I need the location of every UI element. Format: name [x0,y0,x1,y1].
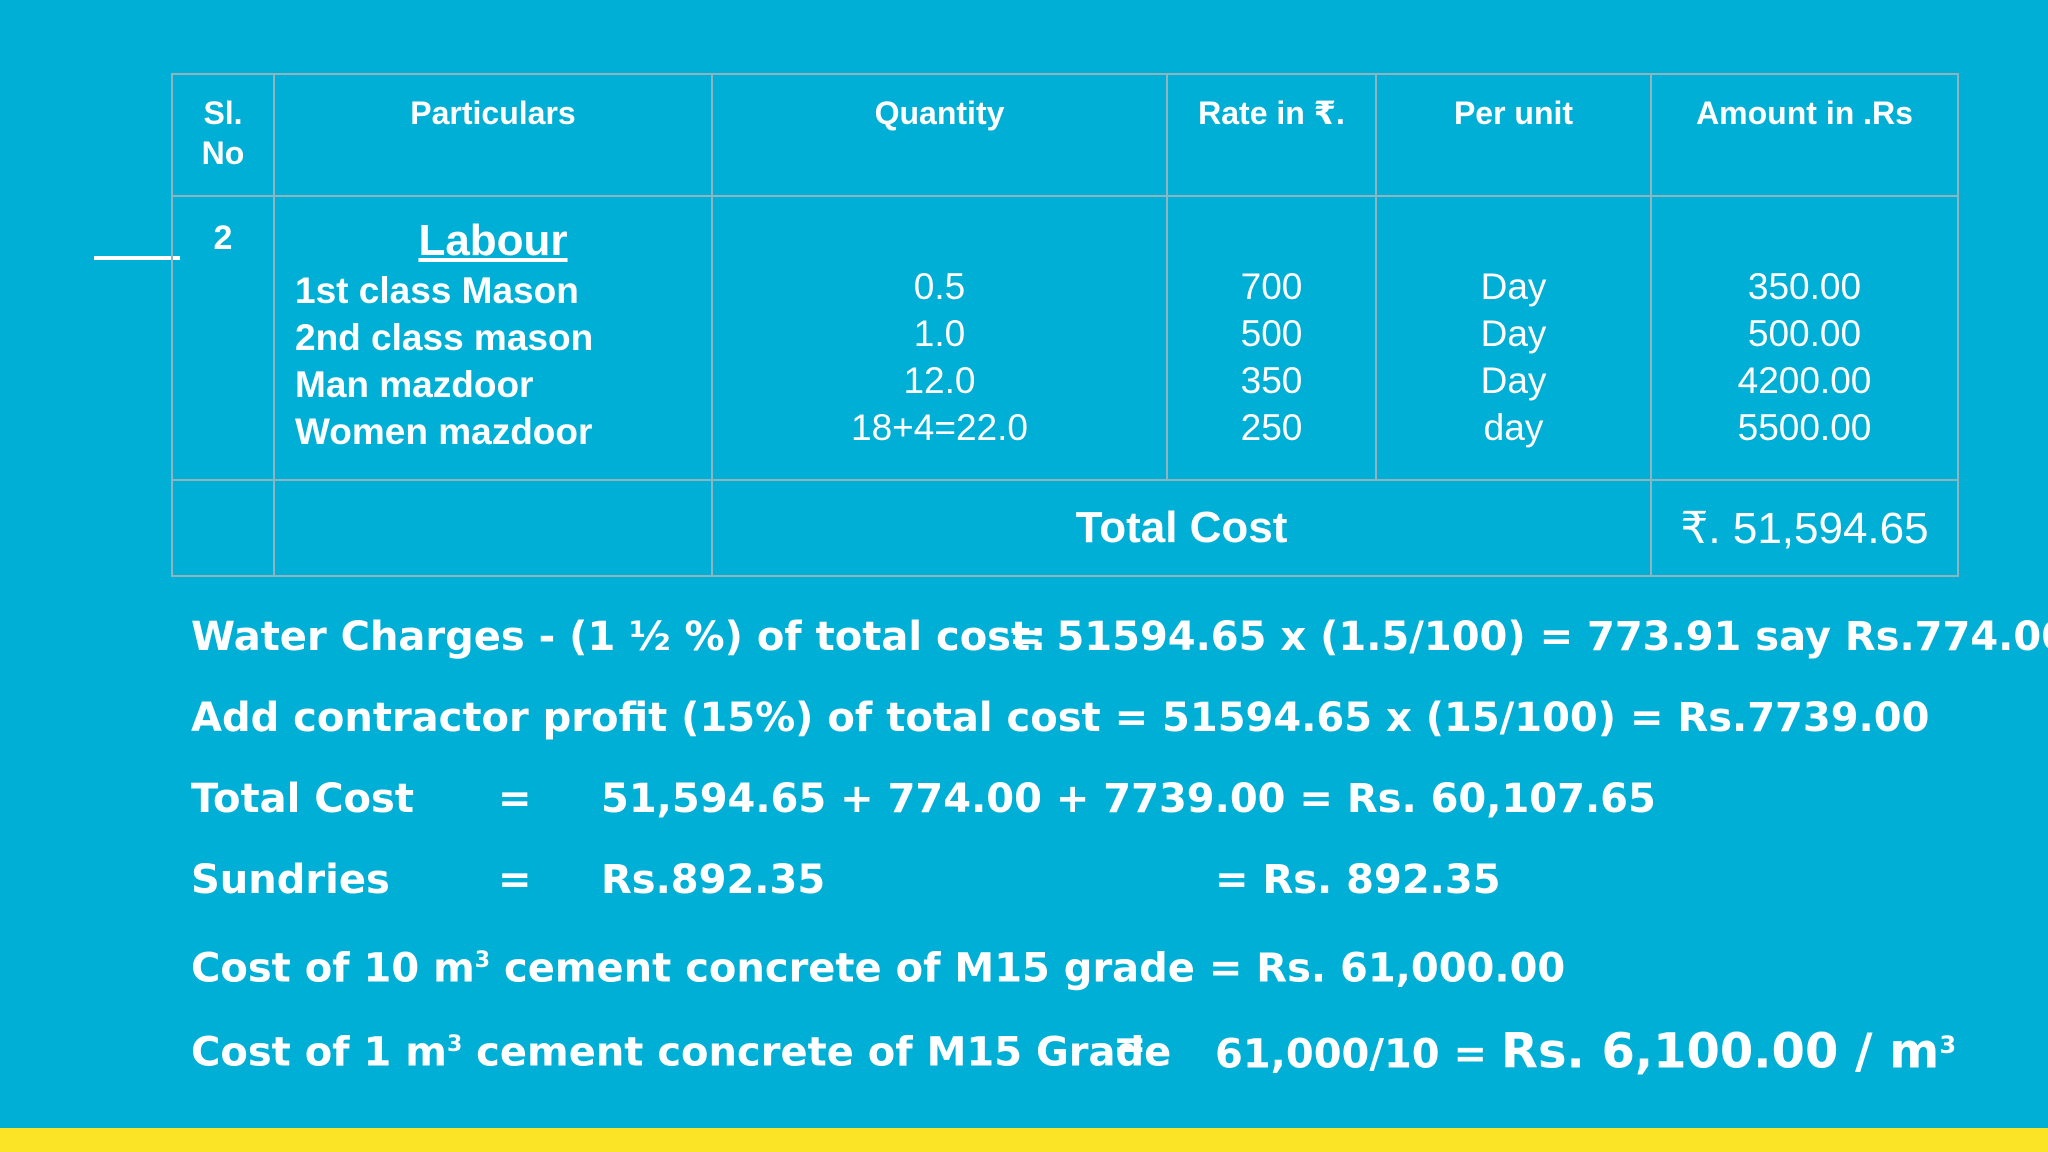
quantity-value: 12.0 [903,360,976,401]
cost-1m3-label: Cost of 1 m3 cement concrete of M15 Grad… [191,1020,1171,1077]
rate-cell: 700 500 350 250 [1166,195,1377,481]
total-cost-value: ₹. 51,594.65 [1650,479,1959,577]
cost-1m3-value-sup: 3 [1939,1031,1957,1059]
cost-1m3-post: cement concrete of M15 Grade [462,1029,1172,1076]
cost-1m3-value: 61,000/10 = Rs. 6,100.00 / m3 [1215,1020,1956,1079]
sl-no-cell: 2 [171,195,275,481]
labour-heading: Labour [418,216,568,265]
accent-footer-bar [0,1128,2048,1152]
equals-sign: = [498,776,532,822]
total-cost-calc-label: Total Cost [191,776,414,822]
sundries-result: = Rs. 892.35 [1215,857,1501,903]
amount-value: 4200.00 [1737,360,1872,401]
table-row: 2 Labour 1st class Mason 2nd class mason… [171,195,1959,481]
water-charges-value: = 51594.65 x (1.5/100) = 773.91 say Rs.7… [1009,614,2048,660]
amount-value: 5500.00 [1737,407,1872,448]
empty-cell [171,479,275,577]
unit-value: day [1483,407,1544,448]
amount-cell: 350.00 500.00 4200.00 5500.00 [1650,195,1959,481]
cost-1m3-sup: 3 [446,1032,463,1057]
particular-item: 2nd class mason [295,317,594,358]
rate-value: 250 [1240,407,1303,448]
unit-value: Day [1480,313,1547,354]
empty-cell [273,479,713,577]
amount-value: 350.00 [1747,266,1862,307]
contractor-profit-line: Add contractor profit (15%) of total cos… [191,695,1930,741]
sundries-label: Sundries [191,857,390,903]
total-cost-calc-value: 51,594.65 + 774.00 + 7739.00 = Rs. 60,10… [601,776,1656,822]
rate-value: 350 [1240,360,1303,401]
cost-10m3-post: cement concrete of M15 grade = Rs. 61,00… [490,945,1566,992]
quantity-value: 18+4=22.0 [851,407,1028,448]
unit-value: Day [1480,360,1547,401]
particular-item: Women mazdoor [295,411,593,452]
quantity-cell: 0.5 1.0 12.0 18+4=22.0 [711,195,1168,481]
row-marker-dash [94,256,180,260]
cost-1m3-value-a: 61,000/10 = [1215,1031,1501,1078]
equals-sign: = [1113,1022,1147,1068]
unit-value: Day [1480,266,1547,307]
cost-10m3-sup: 3 [474,948,491,973]
total-cost-label: Total Cost [711,479,1652,577]
quantity-value: 1.0 [913,313,966,354]
header-particulars: Particulars [273,73,713,197]
table-header-row: Sl. No Particulars Quantity Rate in ₹. P… [171,73,1959,197]
rate-value: 500 [1240,313,1303,354]
quantity-value: 0.5 [913,266,966,307]
header-quantity: Quantity [711,73,1168,197]
table-total-row: Total Cost ₹. 51,594.65 [171,479,1959,577]
particulars-cell: Labour 1st class Mason 2nd class mason M… [273,195,713,481]
cost-10m3-pre: Cost of 10 m [191,945,475,992]
water-charges-label: Water Charges - (1 ½ %) of total cost: [191,614,1047,660]
unit-cell: Day Day Day day [1375,195,1652,481]
rate-value: 700 [1240,266,1303,307]
cost-10m3-line: Cost of 10 m3 cement concrete of M15 gra… [191,936,1565,993]
particular-item: 1st class Mason [295,270,579,311]
equals-sign: = [498,857,532,903]
header-rate: Rate in ₹. [1166,73,1377,197]
header-per-unit: Per unit [1375,73,1652,197]
sundries-value: Rs.892.35 [601,857,826,903]
header-sl-no: Sl. No [171,73,275,197]
header-amount: Amount in .Rs [1650,73,1959,197]
cost-1m3-value-b: Rs. 6,100.00 / m [1501,1023,1940,1080]
particular-item: Man mazdoor [295,364,534,405]
amount-value: 500.00 [1747,313,1862,354]
cost-table: Sl. No Particulars Quantity Rate in ₹. P… [171,73,1959,577]
cost-1m3-pre: Cost of 1 m [191,1029,447,1076]
